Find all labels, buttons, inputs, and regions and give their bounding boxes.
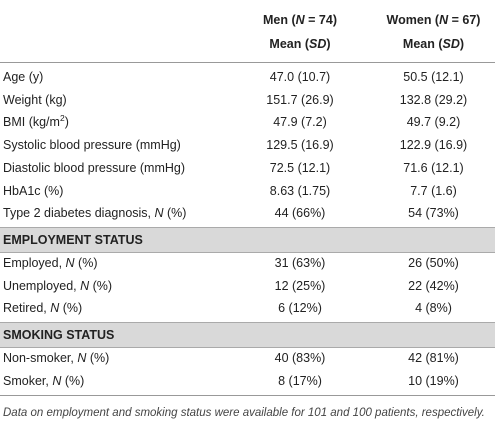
text-run: Smoker, [3,373,53,388]
row-label: Type 2 diabetes diagnosis, N (%) [3,206,186,220]
text-run: Women ( [386,13,440,27]
cell: 42 (81%) [408,351,459,365]
cell: 49.7 (9.2) [406,115,461,130]
row-label: Age (y) [3,70,43,84]
text-run: (%) [89,278,113,293]
cell: 4 (8%) [415,301,452,316]
cell: 151.7 (26.9) [266,92,334,107]
italic-run: N [52,373,62,388]
row-label: Unemployed, N (%) [3,279,112,293]
row-label: Retired, N (%) [3,301,82,315]
cell: 8 (17%) [278,373,322,388]
cell: 8.63 (1.75) [269,183,331,198]
text-run: Age (y) [3,70,44,84]
footnote: Data on employment and smoking status we… [3,407,485,420]
text-run: HbA1c (%) [3,183,64,198]
cell: 26 (50%) [408,255,459,270]
text-run: = 67) [448,13,481,27]
column-group: Women (N = 67) [372,13,495,27]
row-label: Diastolic blood pressure (mmHg) [3,161,185,175]
text-run: Systolic blood pressure (mmHg) [3,138,181,153]
cell: 12 (25%) [274,278,326,293]
text-run: Employed, [3,255,66,270]
italic-run: N [80,278,90,293]
cell: 47.0 (10.7) [269,70,331,84]
text-run: Mean ( [402,37,443,51]
text-run: = 74) [304,13,337,27]
italic-run: N [77,351,87,365]
text-run: ) [326,37,331,51]
section-band [0,226,495,253]
section-band [0,322,495,348]
cell: 47.9 (7.2) [273,115,327,130]
cell: 72.5 (12.1) [269,160,331,175]
column-group: Men (N = 74) [235,13,365,27]
cell: 129.5 (16.9) [266,138,334,153]
text-run: Non-smoker, [3,351,78,365]
bottom-rule [0,395,495,397]
section-title: SMOKING STATUS [3,328,115,342]
cell: 71.6 (12.1) [403,160,464,175]
italic-run: N [295,13,305,27]
column-stat: Mean (SD) [235,37,365,51]
cell: 31 (63%) [274,255,326,270]
italic-run: N [65,255,75,270]
italic-run: N [154,206,164,221]
row-label: Weight (kg) [3,93,67,107]
cell: 22 (42%) [408,278,459,293]
italic-run: N [50,301,60,316]
row-label: HbA1c (%) [3,184,63,198]
italic-run: SD [442,37,460,51]
italic-run: SD [309,37,327,51]
text-run: Men ( [263,13,296,27]
row-label: Systolic blood pressure (mmHg) [3,138,181,152]
cell: 122.9 (16.9) [399,138,468,153]
text-run: Type 2 diabetes diagnosis, [3,206,155,221]
cell: 132.8 (29.2) [399,92,468,107]
text-run: (%) [59,301,83,316]
text-run: (%) [86,351,110,365]
text-run: Weight (kg) [3,92,67,107]
cell: 50.5 (12.1) [403,70,464,84]
row-label: Employed, N (%) [3,256,97,270]
row-label: Non-smoker, N (%) [3,351,109,365]
row-label: Smoker, N (%) [3,374,84,388]
text-run: (%) [74,255,98,270]
row-label: BMI (kg/m2) [3,113,69,130]
section-title: EMPLOYMENT STATUS [3,232,143,247]
text-run: Mean ( [269,37,310,51]
cell: 44 (66%) [274,206,326,221]
cell: 7.7 (1.6) [410,183,457,198]
column-stat: Mean (SD) [372,37,495,51]
header-rule [0,62,495,63]
cell: 54 (73%) [408,206,459,221]
text-run: Unemployed, [3,278,81,293]
sup-run: 2 [59,113,65,124]
text-run: BMI (kg/m [3,115,60,130]
text-run: (%) [61,373,85,388]
text-run: Retired, [3,301,51,316]
cell: 6 (12%) [278,301,322,316]
text-run: (%) [163,206,187,221]
cell: 10 (19%) [408,373,459,388]
text-run: ) [64,115,69,130]
italic-run: N [439,13,449,27]
text-run: Diastolic blood pressure (mmHg) [3,160,186,175]
text-run: ) [459,37,465,51]
cell: 40 (83%) [274,351,326,365]
